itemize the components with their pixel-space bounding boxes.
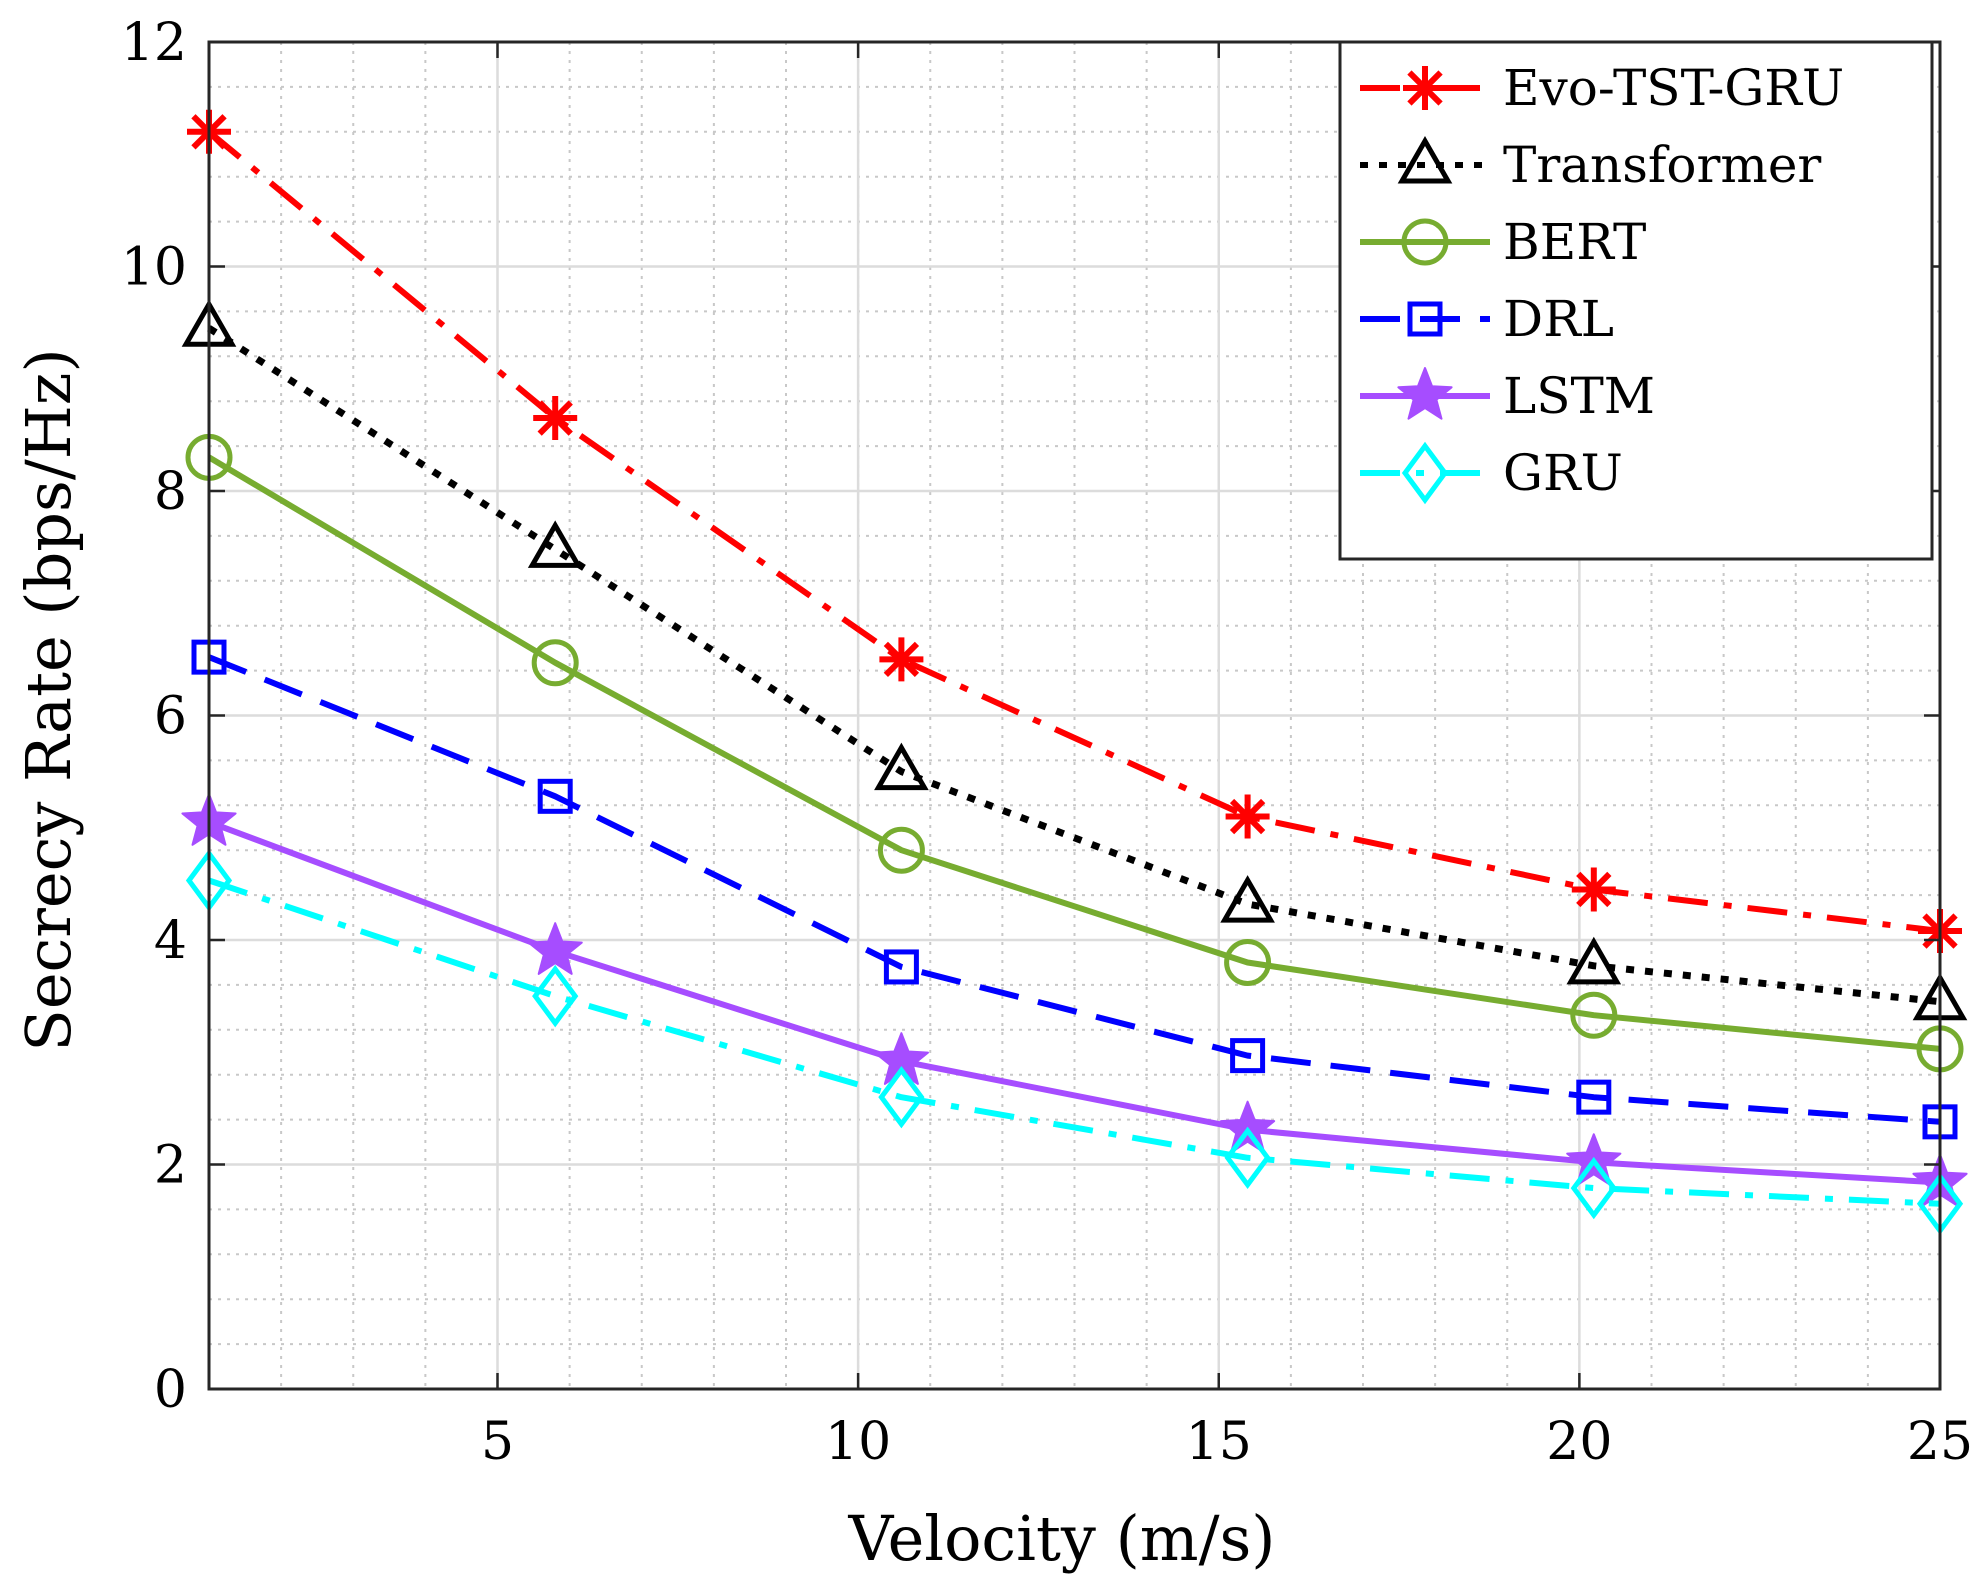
series-line-drl — [207, 654, 1941, 1125]
legend-label-drl: DRL — [1503, 290, 1614, 348]
legend-item-lstm: LSTM — [1360, 367, 1655, 425]
legend-box — [1338, 40, 1934, 561]
x-tick-label: 5 — [481, 1412, 514, 1472]
data-point-drl — [1576, 1079, 1612, 1115]
y-tick-label: 2 — [154, 1136, 187, 1196]
asterisk-stroke — [883, 641, 920, 678]
data-point-transformer — [874, 742, 929, 791]
legend-marker-transformer — [1397, 135, 1453, 184]
data-point-drl — [537, 778, 573, 814]
data-point-gru — [1224, 1126, 1271, 1189]
series-line-transformer — [207, 325, 1941, 1006]
data-point-gru — [532, 964, 579, 1028]
data-point-evo-tst-gru — [533, 396, 578, 441]
data-point-evo-tst-gru — [1225, 794, 1270, 839]
data-point-drl — [1230, 1038, 1266, 1074]
asterisk-stroke — [537, 400, 573, 436]
legend-marker-drl — [1407, 301, 1443, 337]
series-line-gru — [208, 877, 1941, 1207]
legend-item-evo-tst-gru: Evo-TST-GRU — [1360, 59, 1844, 117]
y-axis-title: Secrecy Rate (bps/Hz) — [12, 348, 85, 1051]
data-point-transformer — [1220, 875, 1275, 923]
legend-label-lstm: LSTM — [1503, 367, 1655, 425]
y-tick-label: 10 — [121, 238, 187, 298]
data-point-gru — [1570, 1156, 1617, 1220]
legend-label-evo-tst-gru: Evo-TST-GRU — [1503, 59, 1844, 117]
asterisk-stroke — [1576, 871, 1612, 908]
series-line-bert — [207, 454, 1941, 1052]
legend-label-bert: BERT — [1503, 213, 1646, 271]
legend-marker-evo-tst-gru — [1403, 66, 1447, 110]
tick-labels: 5 10 15 20 25 0 2 4 6 8 10 12 — [121, 13, 1973, 1472]
data-point-drl — [883, 949, 919, 985]
x-tick-label: 25 — [1907, 1412, 1973, 1472]
x-tick-label: 10 — [825, 1412, 891, 1472]
data-point-evo-tst-gru — [879, 637, 924, 682]
series-layer — [181, 109, 1968, 1235]
legend-item-gru: GRU — [1360, 441, 1623, 505]
data-point-bert — [1224, 938, 1272, 986]
asterisk-stroke — [1229, 798, 1266, 835]
data-point-transformer — [1566, 936, 1622, 985]
series-line-lstm — [207, 819, 1941, 1186]
y-tick-label: 0 — [154, 1360, 187, 1420]
legend-marker-lstm — [1397, 367, 1453, 420]
series-bert — [185, 433, 1964, 1073]
asterisk-stroke — [1407, 70, 1443, 106]
y-tick-label: 6 — [154, 687, 187, 747]
legend: Evo-TST-GRU Transformer BERT DRL LSTM GRU — [1338, 40, 1934, 561]
x-axis-title: Velocity (m/s) — [847, 1502, 1275, 1575]
legend-item-drl: DRL — [1360, 290, 1614, 348]
legend-marker-bert — [1401, 218, 1449, 266]
legend-label-transformer: Transformer — [1503, 136, 1821, 194]
series-line-evo-tst-gru — [207, 129, 1941, 934]
y-tick-label: 12 — [121, 13, 187, 73]
y-tick-label: 8 — [154, 462, 187, 522]
x-tick-label: 15 — [1186, 1412, 1252, 1472]
data-point-evo-tst-gru — [1571, 867, 1616, 912]
legend-label-gru: GRU — [1503, 444, 1623, 502]
legend-marker-gru — [1401, 441, 1449, 505]
legend-item-transformer: Transformer — [1360, 135, 1821, 194]
x-tick-label: 20 — [1546, 1412, 1612, 1472]
data-point-bert — [877, 826, 925, 874]
data-point-bert — [1570, 991, 1618, 1039]
y-tick-label: 4 — [154, 911, 187, 971]
legend-item-bert: BERT — [1360, 213, 1646, 271]
data-point-transformer — [527, 520, 583, 568]
data-point-bert — [531, 639, 579, 687]
data-point-gru — [878, 1065, 925, 1129]
data-point-lstm — [527, 922, 583, 975]
series-gru — [185, 849, 1964, 1235]
